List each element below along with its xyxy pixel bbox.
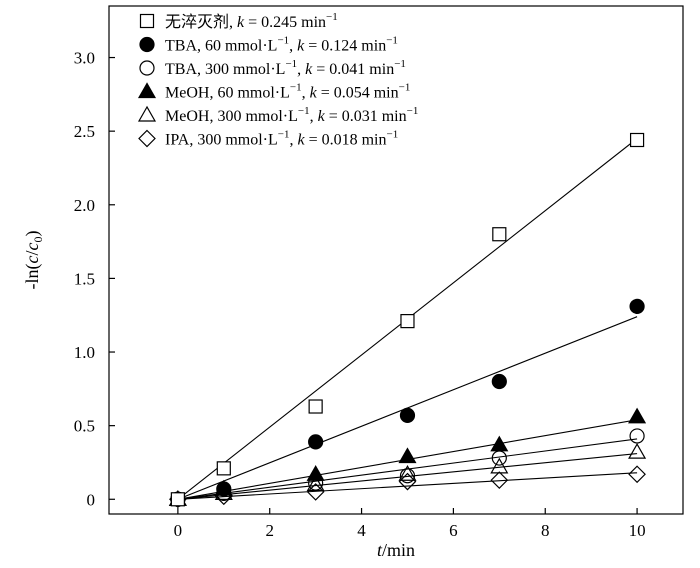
y-tick-label-5: 2.5 <box>74 122 95 141</box>
point-s4-3 <box>398 465 417 481</box>
point-s5-4 <box>490 471 509 489</box>
point-s5-5 <box>628 465 646 484</box>
data-points <box>168 132 647 509</box>
x-tick-label-2: 4 <box>357 521 366 540</box>
legend-entry-4: MeOH, 300 mmol·L−1, k = 0.031 min−1 <box>165 105 418 125</box>
point-s3-3 <box>398 447 417 464</box>
y-tick-label-1: 0.5 <box>74 417 95 436</box>
legend-marker-1 <box>139 36 155 53</box>
point-s0-4 <box>492 227 507 242</box>
point-s5-2 <box>306 483 325 501</box>
y-tick-label-4: 2.0 <box>74 196 95 215</box>
legend-marker-0 <box>139 13 155 29</box>
point-s5-3 <box>398 472 417 491</box>
legend-marker-2 <box>139 60 155 76</box>
point-s1-3 <box>399 407 416 423</box>
y-tick-label-6: 3.0 <box>74 49 95 68</box>
x-tick-label-5: 10 <box>629 521 646 540</box>
point-s1-1 <box>216 481 232 497</box>
legend-entry-2: TBA, 300 mmol·L−1, k = 0.041 min−1 <box>165 58 406 78</box>
point-s0-5 <box>629 132 645 148</box>
y-axis-title: -ln(c/c0) <box>22 230 45 289</box>
point-s2-4 <box>491 450 507 466</box>
y-tick-label-3: 1.5 <box>74 269 95 288</box>
point-s1-5 <box>629 298 645 314</box>
point-s3-4 <box>490 435 509 452</box>
point-s0-0 <box>170 492 185 507</box>
point-s2-3 <box>399 468 416 484</box>
x-tick-label-3: 6 <box>449 521 458 540</box>
fit-line-5 <box>177 472 638 500</box>
x-axis-title: t/min <box>377 540 415 560</box>
legend-entry-5: IPA, 300 mmol·L−1, k = 0.018 min−1 <box>165 129 398 149</box>
point-s0-2 <box>308 399 323 414</box>
plot-area-frame <box>108 5 684 515</box>
legend-marker-5 <box>138 129 156 148</box>
legend-marker-4 <box>137 105 157 122</box>
point-s1-2 <box>308 434 324 450</box>
point-s4-4 <box>490 457 509 474</box>
point-s1-4 <box>491 373 507 390</box>
legend-entry-1: TBA, 60 mmol·L−1, k = 0.124 min−1 <box>165 35 398 55</box>
y-tick-label-0: 0 <box>87 490 96 509</box>
point-s0-1 <box>216 461 231 476</box>
y-tick-label-2: 1.0 <box>74 343 95 362</box>
legend: 无淬灭剂, k = 0.245 min−1 TBA, 60 mmol·L−1, k… <box>137 11 418 149</box>
x-tick-label-0: 0 <box>174 521 183 540</box>
point-s2-5 <box>629 428 645 444</box>
legend-entry-0: 无淬灭剂, k = 0.245 min−1 <box>165 11 338 31</box>
point-s0-3 <box>400 314 415 329</box>
fit-line-4 <box>177 453 638 500</box>
x-tick-label-1: 2 <box>265 521 274 540</box>
legend-entry-3: MeOH, 60 mmol·L−1, k = 0.054 min−1 <box>165 82 410 102</box>
point-s2-2 <box>308 475 324 491</box>
axis-ticks: 0 2 4 6 8 10 0 0.5 1.0 1.5 2.0 2.5 3.0 <box>74 49 646 540</box>
x-tick-label-4: 8 <box>541 521 550 540</box>
legend-marker-3 <box>137 82 157 99</box>
point-s3-5 <box>628 407 647 424</box>
point-s4-5 <box>628 442 647 459</box>
